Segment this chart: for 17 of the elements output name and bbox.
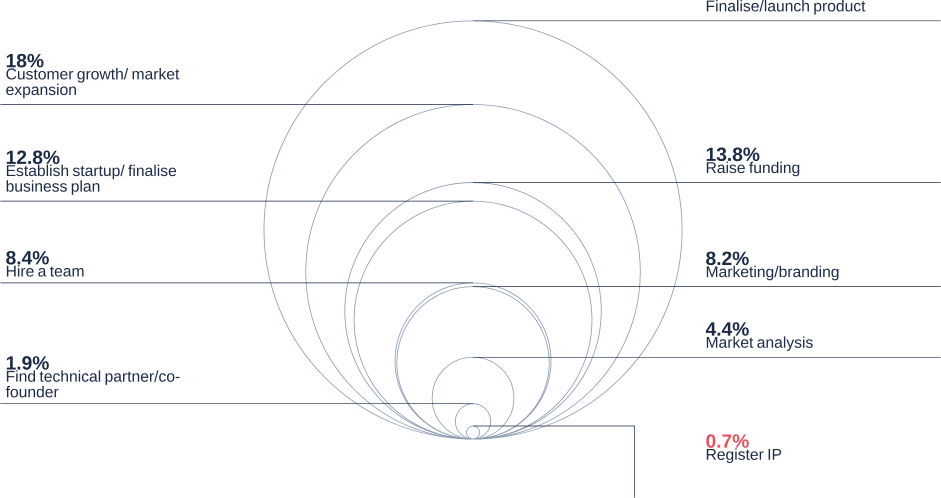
data-label: 4.4% [706,322,749,336]
data-label: 18% [6,54,44,68]
data-label: 13.8% [706,148,760,162]
data-label: 1.9% [6,356,49,370]
category-label: Market analysis [706,336,813,351]
category-label: Find technical partner/co-founder [6,370,180,398]
category-label: Marketing/branding [706,266,839,280]
data-label: 12.8% [6,150,60,164]
category-label: Register IP [706,448,782,464]
data-label: 8.4% [6,250,49,265]
data-label: 0.7% [706,434,749,448]
data-label: 8.2% [706,252,749,266]
category-label: Establish startup/ finalise business plan [6,164,176,195]
category-label: Finalise/launch product [706,0,866,15]
category-label: Hire a team [6,265,84,277]
category-label: Customer growth/ market expansion [6,68,180,98]
category-label: Raise funding [706,162,800,176]
